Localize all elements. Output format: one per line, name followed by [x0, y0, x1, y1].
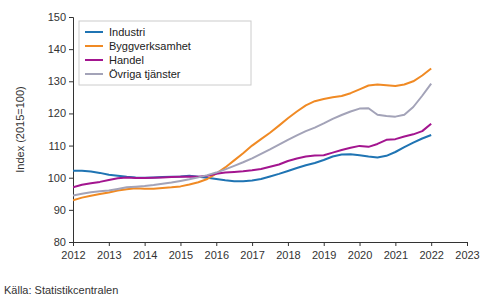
x-tick-label: 2022 [419, 249, 443, 261]
x-tick: 2013 [97, 242, 121, 261]
legend-label: Byggverksamhet [109, 40, 191, 52]
legend-swatch [85, 31, 103, 33]
x-tick-label: 2019 [312, 249, 336, 261]
y-tick-mark [69, 17, 73, 18]
x-tick-label: 2012 [61, 249, 85, 261]
x-tick-label: 2015 [169, 249, 193, 261]
legend-box [79, 21, 251, 85]
x-tick-label: 2013 [97, 249, 121, 261]
x-tick-mark [180, 242, 181, 246]
x-axis: 2012 2013 2014 2015 2016 2017 2018 2019 2020 2021… [61, 242, 479, 261]
y-tick-mark [69, 49, 73, 50]
legend-label: Övriga tjänster [109, 68, 181, 80]
series-line [73, 124, 431, 188]
legend-swatch [85, 45, 103, 47]
legend-label: Industri [109, 26, 145, 38]
y-tick-label: 120 [48, 107, 66, 119]
y-axis-line [69, 18, 74, 243]
y-tick-mark [69, 81, 73, 82]
x-tick-label: 2023 [455, 249, 479, 261]
x-tick-label: 2020 [348, 249, 372, 261]
legend-swatch [85, 73, 103, 75]
x-tick-mark [109, 242, 110, 246]
x-tick-mark [395, 242, 396, 246]
x-tick-label: 2014 [133, 249, 157, 261]
x-tick: 2015 [169, 242, 193, 261]
y-tick: 120 [48, 107, 73, 119]
x-tick: 2017 [240, 242, 264, 261]
x-axis-line [74, 243, 468, 247]
y-tick: 150 [48, 11, 73, 23]
x-tick-mark [324, 242, 325, 246]
x-tick-mark [360, 242, 361, 246]
x-tick-mark [252, 242, 253, 246]
x-tick-label: 2018 [276, 249, 300, 261]
plot: 2012 2013 2014 2015 2016 2017 2018 2019 2020 2021… [48, 11, 480, 261]
y-tick-mark [69, 242, 73, 243]
x-tick-label: 2016 [205, 249, 229, 261]
y-tick-label: 90 [54, 204, 66, 216]
y-tick: 90 [54, 204, 73, 216]
y-tick-label: 140 [48, 43, 66, 55]
y-tick-label: 110 [48, 140, 66, 152]
x-tick: 2016 [205, 242, 229, 261]
y-tick-mark [69, 178, 73, 179]
x-tick-mark [145, 242, 146, 246]
x-tick-mark [288, 242, 289, 246]
x-tick: 2021 [384, 242, 408, 261]
y-axis: 80 90 100 110 120 130 140 150 [48, 11, 74, 248]
legend-label: Handel [109, 54, 144, 66]
y-tick-mark [69, 210, 73, 211]
lines [73, 68, 431, 200]
series-line [73, 84, 431, 196]
y-tick-label: 80 [54, 236, 66, 248]
y-tick: 140 [48, 43, 73, 55]
x-tick-mark [467, 242, 468, 246]
x-tick-mark [216, 242, 217, 246]
x-tick: 2020 [348, 242, 372, 261]
y-axis-title: Index (2015=100) [14, 86, 26, 173]
x-tick: 2018 [276, 242, 300, 261]
y-tick: 110 [48, 140, 73, 152]
x-tick: 2019 [312, 242, 336, 261]
x-tick: 2022 [419, 242, 443, 261]
x-tick-mark [431, 242, 432, 246]
x-tick: 2014 [133, 242, 157, 261]
source-note: Källa: Statistikcentralen [4, 284, 118, 296]
y-tick: 130 [48, 75, 73, 87]
legend: Industri Byggverksamhet Handel Övriga tjäns… [79, 21, 251, 85]
y-tick: 100 [48, 172, 73, 184]
y-tick-mark [69, 146, 73, 147]
series-line [73, 68, 431, 200]
y-tick-label: 150 [48, 11, 66, 23]
y-tick-label: 100 [48, 172, 66, 184]
y-tick-label: 130 [48, 75, 66, 87]
y-tick-mark [69, 113, 73, 114]
x-tick-label: 2017 [240, 249, 264, 261]
legend-swatch [85, 59, 103, 61]
x-tick-label: 2021 [384, 249, 408, 261]
y-tick: 80 [54, 236, 73, 248]
x-tick: 2023 [455, 242, 479, 261]
chart: 2012 2013 2014 2015 2016 2017 2018 2019 2020 2021… [0, 0, 493, 304]
